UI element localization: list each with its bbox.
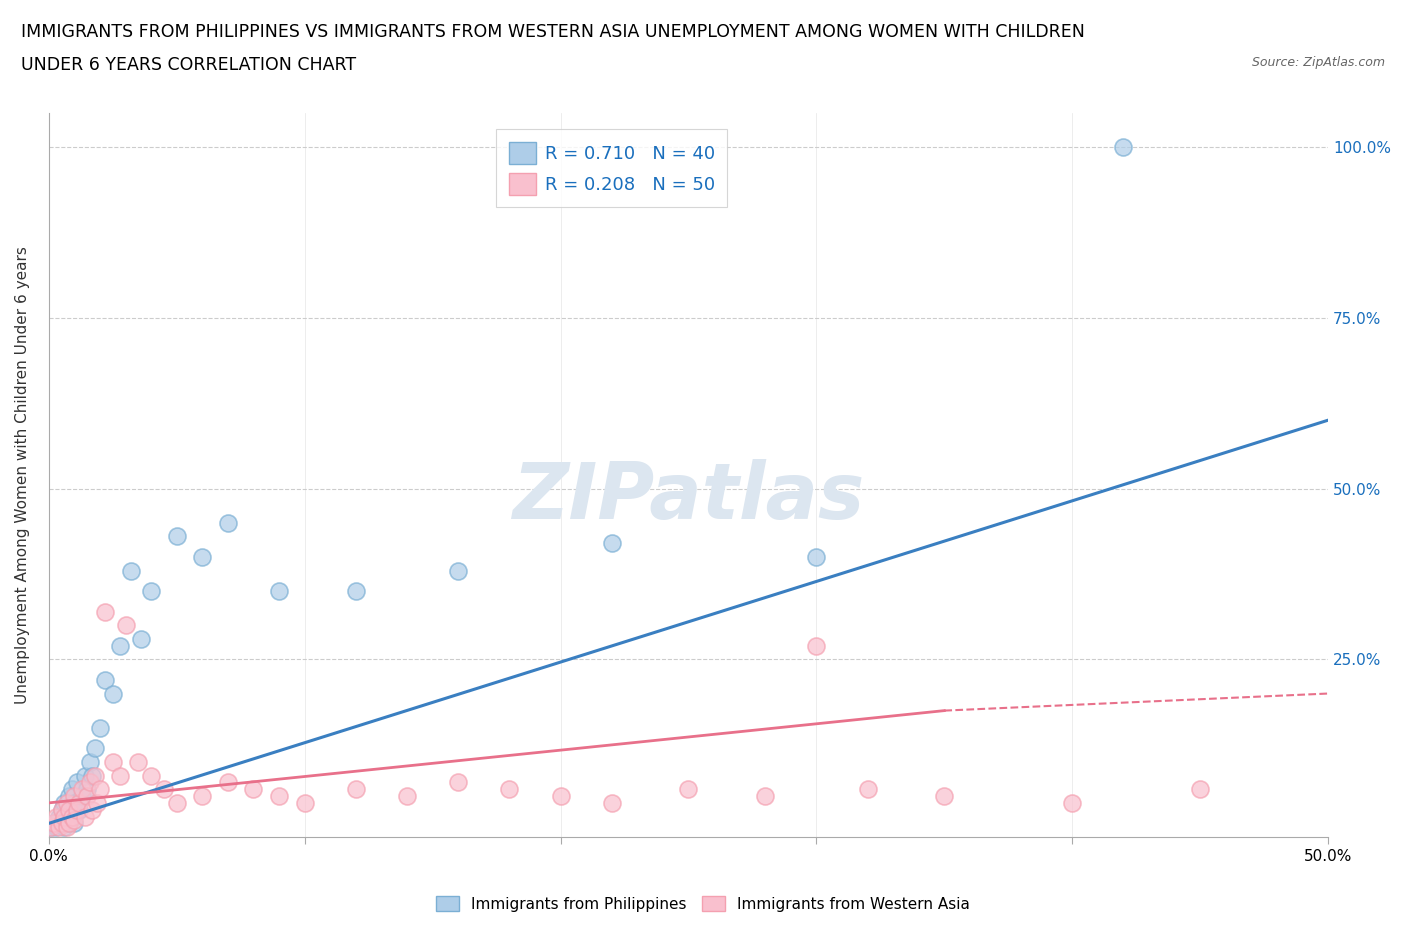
Point [166, 795, 188, 810]
Point [114, 618, 136, 632]
Point [82, 768, 104, 783]
Point [94, 672, 117, 687]
Point [86, 795, 108, 810]
Point [58, 803, 80, 817]
Point [66, 803, 89, 817]
Point [53, 809, 76, 824]
Point [191, 550, 214, 565]
Point [63, 789, 86, 804]
Point [76, 789, 98, 804]
Point [39, 819, 62, 834]
Point [217, 515, 239, 530]
Point [55, 795, 77, 810]
Text: ZIPatlas: ZIPatlas [512, 458, 865, 535]
Point [1189, 782, 1212, 797]
Point [63, 816, 86, 830]
Point [94, 604, 117, 619]
Point [267, 789, 290, 804]
Point [856, 782, 879, 797]
Y-axis label: Unemployment Among Women with Children Under 6 years: Unemployment Among Women with Children U… [15, 246, 30, 704]
Point [73, 768, 96, 783]
Point [395, 789, 418, 804]
Point [60, 782, 83, 797]
Point [45, 819, 67, 834]
Point [129, 631, 152, 646]
Point [1112, 140, 1135, 154]
Point [110, 768, 132, 783]
Point [101, 754, 124, 769]
Point [76, 782, 98, 797]
Point [63, 795, 86, 810]
Text: IMMIGRANTS FROM PHILIPPINES VS IMMIGRANTS FROM WESTERN ASIA UNEMPLOYMENT AMONG W: IMMIGRANTS FROM PHILIPPINES VS IMMIGRANT… [21, 23, 1085, 41]
Point [58, 813, 80, 828]
Point [110, 638, 132, 653]
Point [53, 819, 76, 834]
Point [58, 816, 80, 830]
Point [53, 795, 76, 810]
Point [45, 809, 67, 824]
Point [754, 789, 776, 804]
Point [678, 782, 700, 797]
Point [344, 584, 367, 599]
Point [42, 816, 65, 830]
Point [89, 782, 111, 797]
Legend: R = 0.710   N = 40, R = 0.208   N = 50: R = 0.710 N = 40, R = 0.208 N = 50 [496, 129, 727, 207]
Text: Source: ZipAtlas.com: Source: ZipAtlas.com [1251, 56, 1385, 69]
Point [101, 686, 124, 701]
Point [498, 782, 520, 797]
Point [934, 789, 956, 804]
Point [120, 563, 142, 578]
Point [60, 809, 83, 824]
Point [139, 768, 162, 783]
Point [139, 584, 162, 599]
Point [51, 816, 73, 830]
Point [48, 819, 70, 834]
Point [127, 754, 149, 769]
Point [83, 741, 105, 756]
Point [294, 795, 316, 810]
Point [69, 795, 91, 810]
Point [447, 563, 470, 578]
Legend: Immigrants from Philippines, Immigrants from Western Asia: Immigrants from Philippines, Immigrants … [430, 889, 976, 918]
Point [83, 768, 105, 783]
Point [58, 789, 80, 804]
Point [600, 795, 623, 810]
Point [550, 789, 572, 804]
Point [51, 816, 73, 830]
Point [600, 536, 623, 551]
Point [191, 789, 214, 804]
Point [89, 720, 111, 735]
Point [344, 782, 367, 797]
Point [82, 803, 104, 817]
Point [447, 775, 470, 790]
Point [42, 816, 65, 830]
Point [63, 813, 86, 828]
Point [66, 775, 89, 790]
Point [806, 550, 828, 565]
Point [55, 816, 77, 830]
Text: UNDER 6 YEARS CORRELATION CHART: UNDER 6 YEARS CORRELATION CHART [21, 56, 356, 73]
Point [39, 819, 62, 834]
Point [51, 803, 73, 817]
Point [1062, 795, 1084, 810]
Point [48, 809, 70, 824]
Point [806, 638, 828, 653]
Point [60, 809, 83, 824]
Point [55, 819, 77, 834]
Point [73, 809, 96, 824]
Point [79, 754, 101, 769]
Point [153, 782, 176, 797]
Point [55, 809, 77, 824]
Point [79, 775, 101, 790]
Point [217, 775, 239, 790]
Point [69, 803, 91, 817]
Point [70, 782, 93, 797]
Point [70, 789, 93, 804]
Point [166, 529, 188, 544]
Point [51, 803, 73, 817]
Point [242, 782, 264, 797]
Point [267, 584, 290, 599]
